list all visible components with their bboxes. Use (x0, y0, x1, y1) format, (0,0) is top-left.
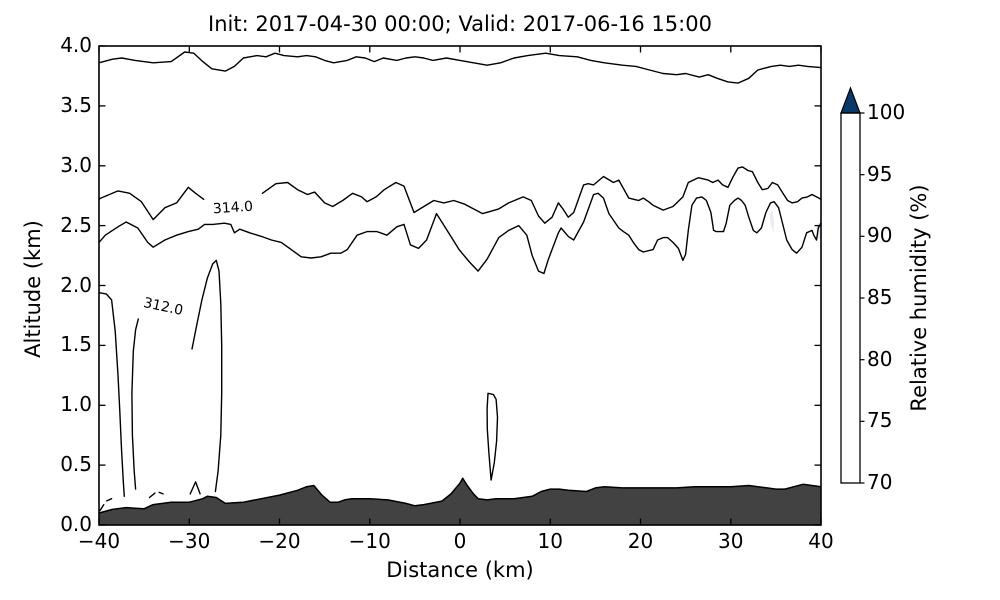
plot-title: Init: 2017-04-30 00:00; Valid: 2017-06-1… (208, 12, 712, 36)
terrain-outline (98, 477, 822, 514)
contour-theta-314-upper-east (261, 166, 822, 224)
terrain-fill (99, 478, 821, 525)
contour-theta-312-column-west (131, 318, 140, 490)
x-tick-label: 0 (453, 529, 467, 553)
contour-theta-314-upper-west (98, 186, 205, 221)
y-tick-label: 3.0 (60, 152, 92, 177)
x-tick-label: −30 (168, 529, 211, 553)
terrain (98, 477, 822, 525)
colorbar-tick-label: 95 (867, 161, 893, 186)
y-tick-label: 3.5 (60, 92, 92, 117)
plot-frame (98, 45, 822, 526)
x-tick-label: −10 (348, 529, 391, 553)
x-tick-label: 40 (808, 529, 834, 553)
rh-70-75-sliver (769, 211, 775, 233)
y-tick-label: 2.5 (60, 212, 92, 237)
y-tick-label: 1.5 (60, 332, 92, 357)
y-tick-label: 0.5 (60, 452, 92, 477)
contour-theta-312-caret (189, 481, 201, 495)
colorbar-outline (840, 112, 861, 484)
contour-theta-312-teardrop (486, 392, 499, 481)
x-tick-label: −40 (77, 529, 121, 553)
colorbar-tick-label: 75 (867, 408, 893, 433)
colorbar-tick-label: 100 (867, 100, 906, 124)
x-axis-label: Distance (km) (386, 558, 534, 582)
x-tick-label: −20 (258, 529, 301, 553)
theta-contour-lines (98, 51, 822, 512)
axes-frame (98, 45, 822, 526)
contour-theta-316-top (98, 51, 822, 84)
colorbar-tick-label: 85 (867, 285, 893, 309)
x-tick-label: 30 (718, 529, 744, 553)
x-tick-label: 10 (537, 529, 563, 553)
contour-theta-312-west-spine (98, 292, 126, 497)
contour-theta-312-terrain-dash-west (99, 498, 113, 512)
x-tick-label: 20 (627, 529, 654, 553)
colorbar-tick-label: 80 (867, 346, 893, 371)
colorbar-tick-label: 70 (867, 470, 893, 494)
contour-theta-312-column-east (191, 259, 223, 493)
colorbar-tick-label: 90 (867, 223, 893, 248)
contour-theta-314-lower (98, 192, 822, 275)
y-tick-label: 1.0 (60, 392, 92, 417)
colorbar (840, 86, 865, 484)
y-tick-label: 0.0 (60, 512, 92, 536)
colorbar-extend-arrow (840, 86, 861, 114)
contour-theta-312-terrain-dash-mid (148, 490, 164, 499)
y-tick-label: 2.0 (60, 272, 92, 297)
y-tick-label: 4.0 (60, 33, 92, 57)
